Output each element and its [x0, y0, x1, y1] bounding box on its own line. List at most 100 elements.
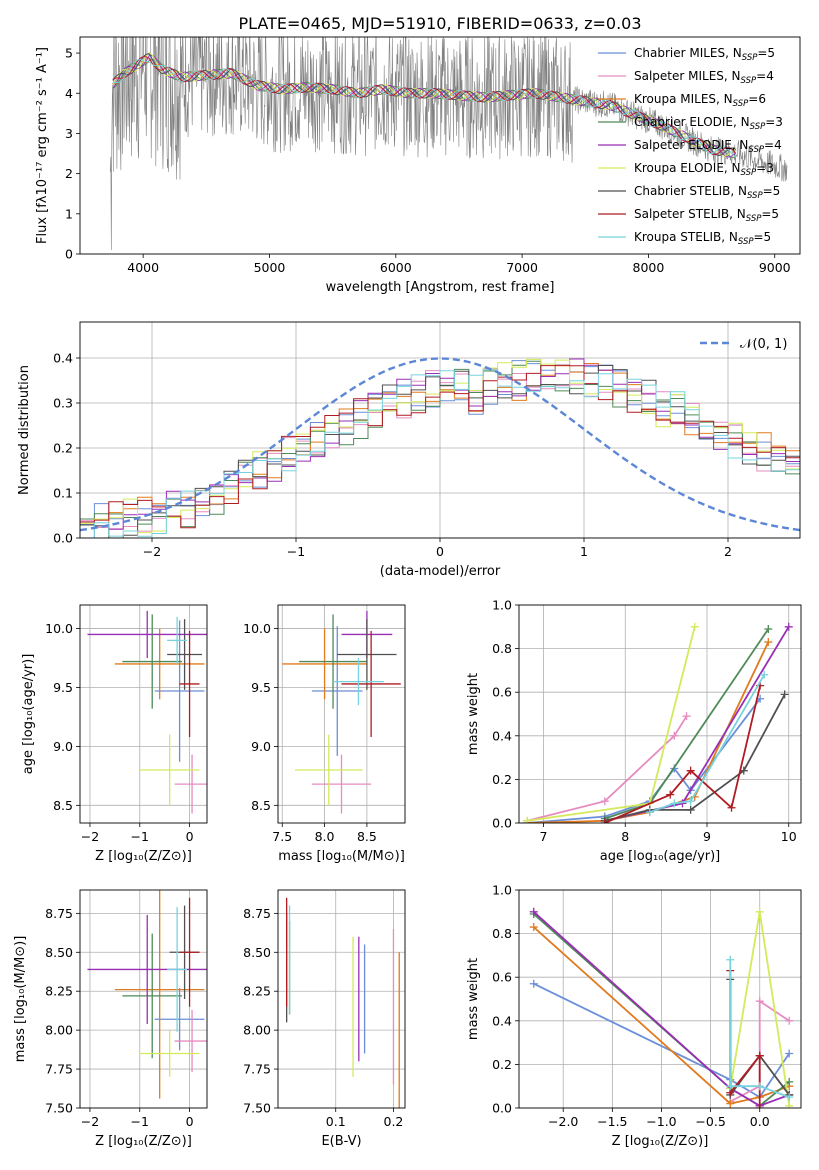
x-tick-label: −2.0 [548, 1114, 578, 1129]
errorbar-point [174, 1009, 207, 1073]
errorbar-point [154, 620, 205, 762]
errorbar-point [294, 734, 363, 806]
errorbar-point [122, 614, 183, 709]
axes-frame [277, 889, 406, 1109]
age-vs-mass-plot-area [278, 605, 405, 823]
mass-weight-marker [785, 1016, 794, 1025]
figure-title: PLATE=0465, MJD=51910, FIBERID=0633, z=0… [238, 14, 641, 33]
y-tick-label: 0.8 [492, 926, 512, 941]
mass-weight-marker [600, 819, 609, 823]
errorbar-point [174, 754, 207, 814]
x-tick-label: 8.5 [357, 829, 377, 844]
y-tick-label: 9.0 [251, 739, 271, 754]
errorbar-point [114, 628, 205, 700]
mass-weight-marker [785, 1093, 794, 1102]
x-tick-label: −1.0 [646, 1114, 676, 1129]
mass-weight-marker [690, 622, 699, 631]
mass-weight-marker [755, 997, 764, 1006]
errorbar-point [167, 619, 203, 690]
x-axis-label: E(B-V) [321, 1134, 361, 1149]
mass-weight-marker [727, 803, 736, 812]
weight-vs-Z-panel: −2.0 −1.5 −1.0 −0.5 0.0 0.0 0.2 0.4 0.6 0.8 1.0 Z [… [466, 883, 802, 1149]
x-tick-label: 8.0 [315, 829, 335, 844]
y-tick-label: 9.0 [53, 739, 73, 754]
errorbar-point [154, 988, 205, 1051]
y-tick-label: 0.2 [53, 441, 73, 456]
model-spectrum-line [112, 59, 737, 158]
mass-weight-marker [785, 1049, 794, 1058]
y-tick-label: 1.0 [492, 883, 512, 898]
mass-weight-marker [755, 1082, 764, 1091]
mass-weight-marker [682, 712, 691, 721]
spectrum-legend: Chabrier MILES, NSSP=5 Salpeter MILES, NS… [598, 46, 783, 247]
y-tick-label: 10.0 [45, 621, 73, 636]
y-tick-label: 4 [65, 86, 73, 101]
mass-weight-marker [686, 766, 695, 775]
mass-weight-marker [764, 624, 773, 633]
mass-weight-marker [764, 638, 773, 647]
mass-weight-marker [529, 979, 538, 988]
mass-vs-ebv-plot-area [278, 890, 405, 1108]
mass-weight-marker [739, 766, 748, 775]
y-tick-label: 3 [65, 126, 73, 141]
y-tick-label: 8.25 [45, 984, 73, 999]
errorbar-point [167, 616, 188, 664]
x-tick-label: −1 [131, 1114, 149, 1129]
y-tick-label: 0.4 [492, 728, 512, 743]
x-tick-label: −2 [81, 829, 99, 844]
legend-label: Chabrier MILES, NSSP=5 [634, 46, 775, 63]
mass-weight-line [649, 674, 765, 813]
y-tick-label: 0.6 [492, 970, 512, 985]
x-tick-label: −2 [143, 544, 161, 559]
mass-weight-marker [670, 731, 679, 740]
legend-label: Salpeter ELODIE, NSSP=4 [634, 138, 782, 155]
y-axis-label: mass [log₁₀(M/M⊙)] [13, 936, 28, 1063]
errorbar-point [139, 734, 200, 806]
y-tick-label: 0.2 [492, 772, 512, 787]
y-tick-label: 9.5 [53, 680, 73, 695]
errorbar-point [179, 897, 200, 1007]
y-tick-label: 0.2 [492, 1057, 512, 1072]
x-tick-label: 0.1 [326, 1114, 346, 1129]
x-tick-label: 0 [186, 1114, 194, 1129]
mass-weight-line [527, 641, 770, 823]
mass-weight-marker [645, 808, 654, 817]
y-tick-label: 5 [65, 46, 73, 61]
y-tick-label: 8.25 [243, 984, 271, 999]
residuals-panel: −2 −1 0 1 2 0.0 0.1 0.2 0.3 0.4 (data-model)/error… [17, 321, 801, 579]
y-tick-label: 8.75 [243, 906, 271, 921]
x-axis-label: wavelength [Angstrom, rest frame] [326, 280, 555, 295]
y-tick-label: 0 [65, 247, 73, 262]
y-tick-label: 0.0 [492, 1101, 512, 1116]
weight-vs-Z-plot-area [519, 890, 801, 1108]
y-tick-label: 8.00 [243, 1023, 271, 1038]
x-tick-label: 0.0 [750, 1114, 770, 1129]
errorbar-point [139, 1030, 200, 1077]
errorbar-point [311, 626, 363, 756]
axes-frame [79, 321, 801, 539]
normal-distribution-curve [80, 357, 800, 532]
legend-label: Kroupa ELODIE, NSSP=3 [634, 161, 774, 178]
y-tick-label: 8.5 [251, 798, 271, 813]
x-tick-label: 7000 [506, 260, 538, 275]
x-tick-label: 10 [781, 829, 797, 844]
y-tick-label: 0.3 [53, 396, 73, 411]
mass-weight-line [533, 911, 790, 1107]
weight-vs-age-panel: 7 8 9 10 0.0 0.2 0.4 0.6 0.8 1.0 age [log₁₀(age/yr… [466, 598, 802, 864]
errorbar-point [179, 630, 200, 737]
mass-weight-marker [670, 799, 679, 808]
mass-weight-marker [780, 690, 789, 699]
axes-frame [79, 889, 208, 1109]
x-tick-label: 8000 [633, 260, 665, 275]
x-tick-label: 0 [436, 544, 444, 559]
errorbar-point [311, 754, 372, 814]
mass-weight-line [729, 959, 790, 1098]
y-tick-label: 1.0 [492, 598, 512, 613]
model-spectrum-line [112, 59, 736, 159]
legend-label: Chabrier ELODIE, NSSP=3 [634, 115, 783, 132]
x-tick-label: 1 [580, 544, 588, 559]
x-axis-label: Z [log₁₀(Z/Z⊙)] [95, 1134, 192, 1149]
age-vs-Z-panel: −2 −1 0 8.5 9.0 9.5 10.0 Z [log₁₀(Z/Z⊙)] age [lo… [21, 604, 208, 864]
x-tick-label: 9000 [759, 260, 791, 275]
mass-weight-marker [529, 923, 538, 932]
